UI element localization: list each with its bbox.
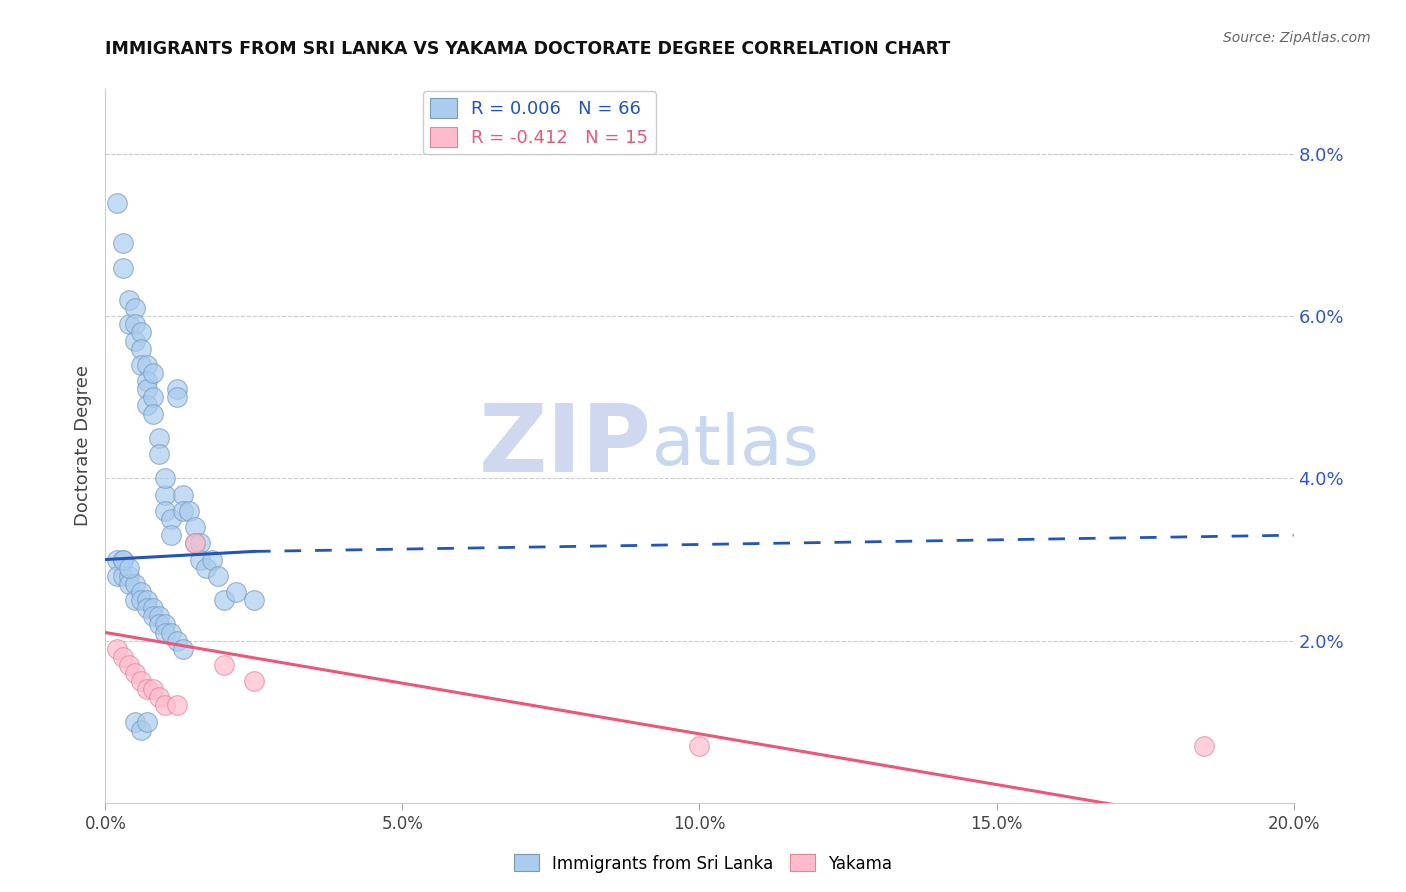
Point	[148, 609, 170, 624]
Point	[142, 609, 165, 624]
Point	[166, 633, 188, 648]
Point	[105, 552, 128, 566]
Point	[124, 301, 146, 315]
Point	[136, 358, 159, 372]
Point	[136, 593, 159, 607]
Point	[129, 358, 152, 372]
Point	[124, 577, 146, 591]
Point	[190, 536, 212, 550]
Legend: Immigrants from Sri Lanka, Yakama: Immigrants from Sri Lanka, Yakama	[508, 847, 898, 880]
Point	[112, 236, 135, 251]
Point	[142, 407, 165, 421]
Text: Source: ZipAtlas.com: Source: ZipAtlas.com	[1223, 31, 1371, 45]
Point	[148, 617, 170, 632]
Point	[136, 382, 159, 396]
Point	[118, 293, 141, 307]
Point	[214, 657, 236, 672]
Point	[148, 447, 170, 461]
Point	[166, 382, 188, 396]
Point	[112, 552, 135, 566]
Point	[105, 195, 128, 210]
Point	[153, 504, 176, 518]
Point	[689, 739, 711, 753]
Point	[142, 601, 165, 615]
Point	[183, 536, 205, 550]
Point	[159, 512, 181, 526]
Point	[166, 390, 188, 404]
Point	[142, 682, 165, 697]
Point	[148, 431, 170, 445]
Point	[1194, 739, 1216, 753]
Point	[129, 326, 152, 340]
Point	[201, 552, 224, 566]
Point	[105, 568, 128, 582]
Y-axis label: Doctorate Degree: Doctorate Degree	[73, 366, 91, 526]
Point	[136, 374, 159, 388]
Point	[225, 585, 247, 599]
Point	[153, 471, 176, 485]
Point	[136, 682, 159, 697]
Point	[124, 593, 146, 607]
Point	[136, 714, 159, 729]
Point	[153, 625, 176, 640]
Point	[243, 674, 266, 689]
Point	[129, 593, 152, 607]
Point	[153, 617, 176, 632]
Point	[118, 560, 141, 574]
Point	[105, 641, 128, 656]
Point	[207, 568, 229, 582]
Point	[136, 601, 159, 615]
Point	[172, 488, 194, 502]
Point	[118, 657, 141, 672]
Point	[112, 552, 135, 566]
Point	[159, 625, 181, 640]
Point	[195, 560, 218, 574]
Point	[142, 366, 165, 380]
Point	[172, 641, 194, 656]
Point	[124, 714, 146, 729]
Point	[112, 649, 135, 664]
Point	[177, 504, 200, 518]
Point	[148, 690, 170, 705]
Point	[153, 698, 176, 713]
Point	[243, 593, 266, 607]
Point	[214, 593, 236, 607]
Text: atlas: atlas	[652, 412, 820, 480]
Point	[118, 568, 141, 582]
Point	[166, 698, 188, 713]
Point	[172, 504, 194, 518]
Point	[118, 318, 141, 332]
Legend: R = 0.006   N = 66, R = -0.412   N = 15: R = 0.006 N = 66, R = -0.412 N = 15	[423, 91, 655, 154]
Point	[190, 552, 212, 566]
Point	[118, 577, 141, 591]
Point	[183, 536, 205, 550]
Point	[142, 390, 165, 404]
Point	[153, 488, 176, 502]
Point	[124, 666, 146, 681]
Point	[124, 318, 146, 332]
Point	[129, 342, 152, 356]
Point	[183, 520, 205, 534]
Point	[124, 334, 146, 348]
Text: ZIP: ZIP	[479, 400, 652, 492]
Point	[159, 528, 181, 542]
Point	[112, 568, 135, 582]
Point	[136, 399, 159, 413]
Point	[129, 585, 152, 599]
Text: IMMIGRANTS FROM SRI LANKA VS YAKAMA DOCTORATE DEGREE CORRELATION CHART: IMMIGRANTS FROM SRI LANKA VS YAKAMA DOCT…	[105, 40, 950, 58]
Point	[112, 260, 135, 275]
Point	[129, 674, 152, 689]
Point	[129, 723, 152, 737]
